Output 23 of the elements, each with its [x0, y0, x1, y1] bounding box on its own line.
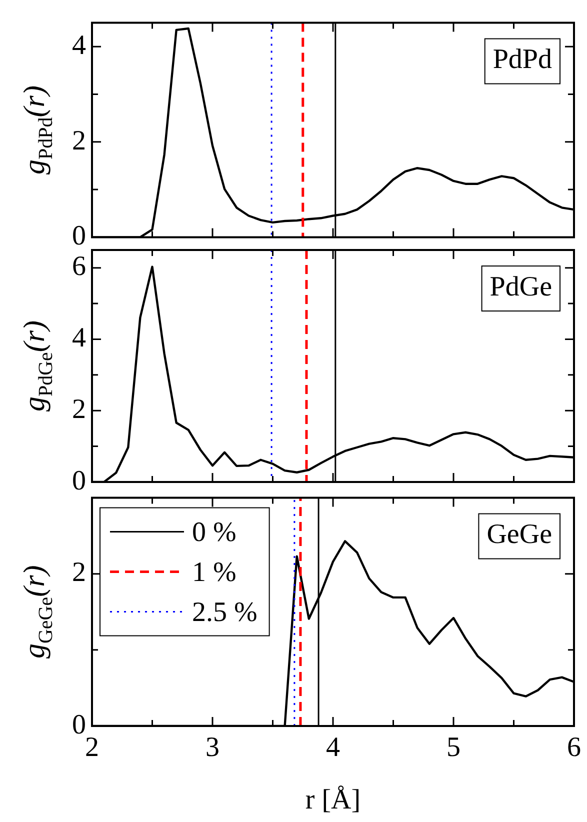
y-tick-label: 0 [72, 709, 86, 740]
annotation: PdGe [490, 271, 552, 302]
y-tick-label: 0 [72, 220, 86, 252]
y-tick-label: 2 [72, 394, 86, 425]
legend-label: 2.5 % [192, 597, 258, 628]
y-tick-label: 2 [72, 125, 86, 156]
x-tick-label: 5 [446, 732, 460, 764]
annotation: PdPd [492, 44, 552, 76]
x-tick-label: 6 [567, 732, 581, 764]
legend-label: 0 % [192, 517, 236, 548]
y-tick-label: 4 [72, 322, 86, 354]
y-axis-title: gPdPd(r) [18, 86, 57, 174]
y-tick-label: 4 [72, 30, 86, 61]
y-tick-label: 0 [72, 465, 86, 496]
y-axis-title: gGeGe(r) [18, 565, 57, 659]
legend-label: 1 % [192, 557, 236, 588]
y-axis-title: gPdGe(r) [18, 320, 57, 412]
x-tick-label: 4 [326, 732, 340, 764]
x-tick-label: 3 [206, 732, 220, 764]
x-axis-title: r [Å] [305, 784, 361, 816]
annotation: GeGe [486, 519, 552, 550]
y-tick-label: 2 [72, 557, 86, 588]
y-tick-label: 6 [72, 251, 86, 282]
